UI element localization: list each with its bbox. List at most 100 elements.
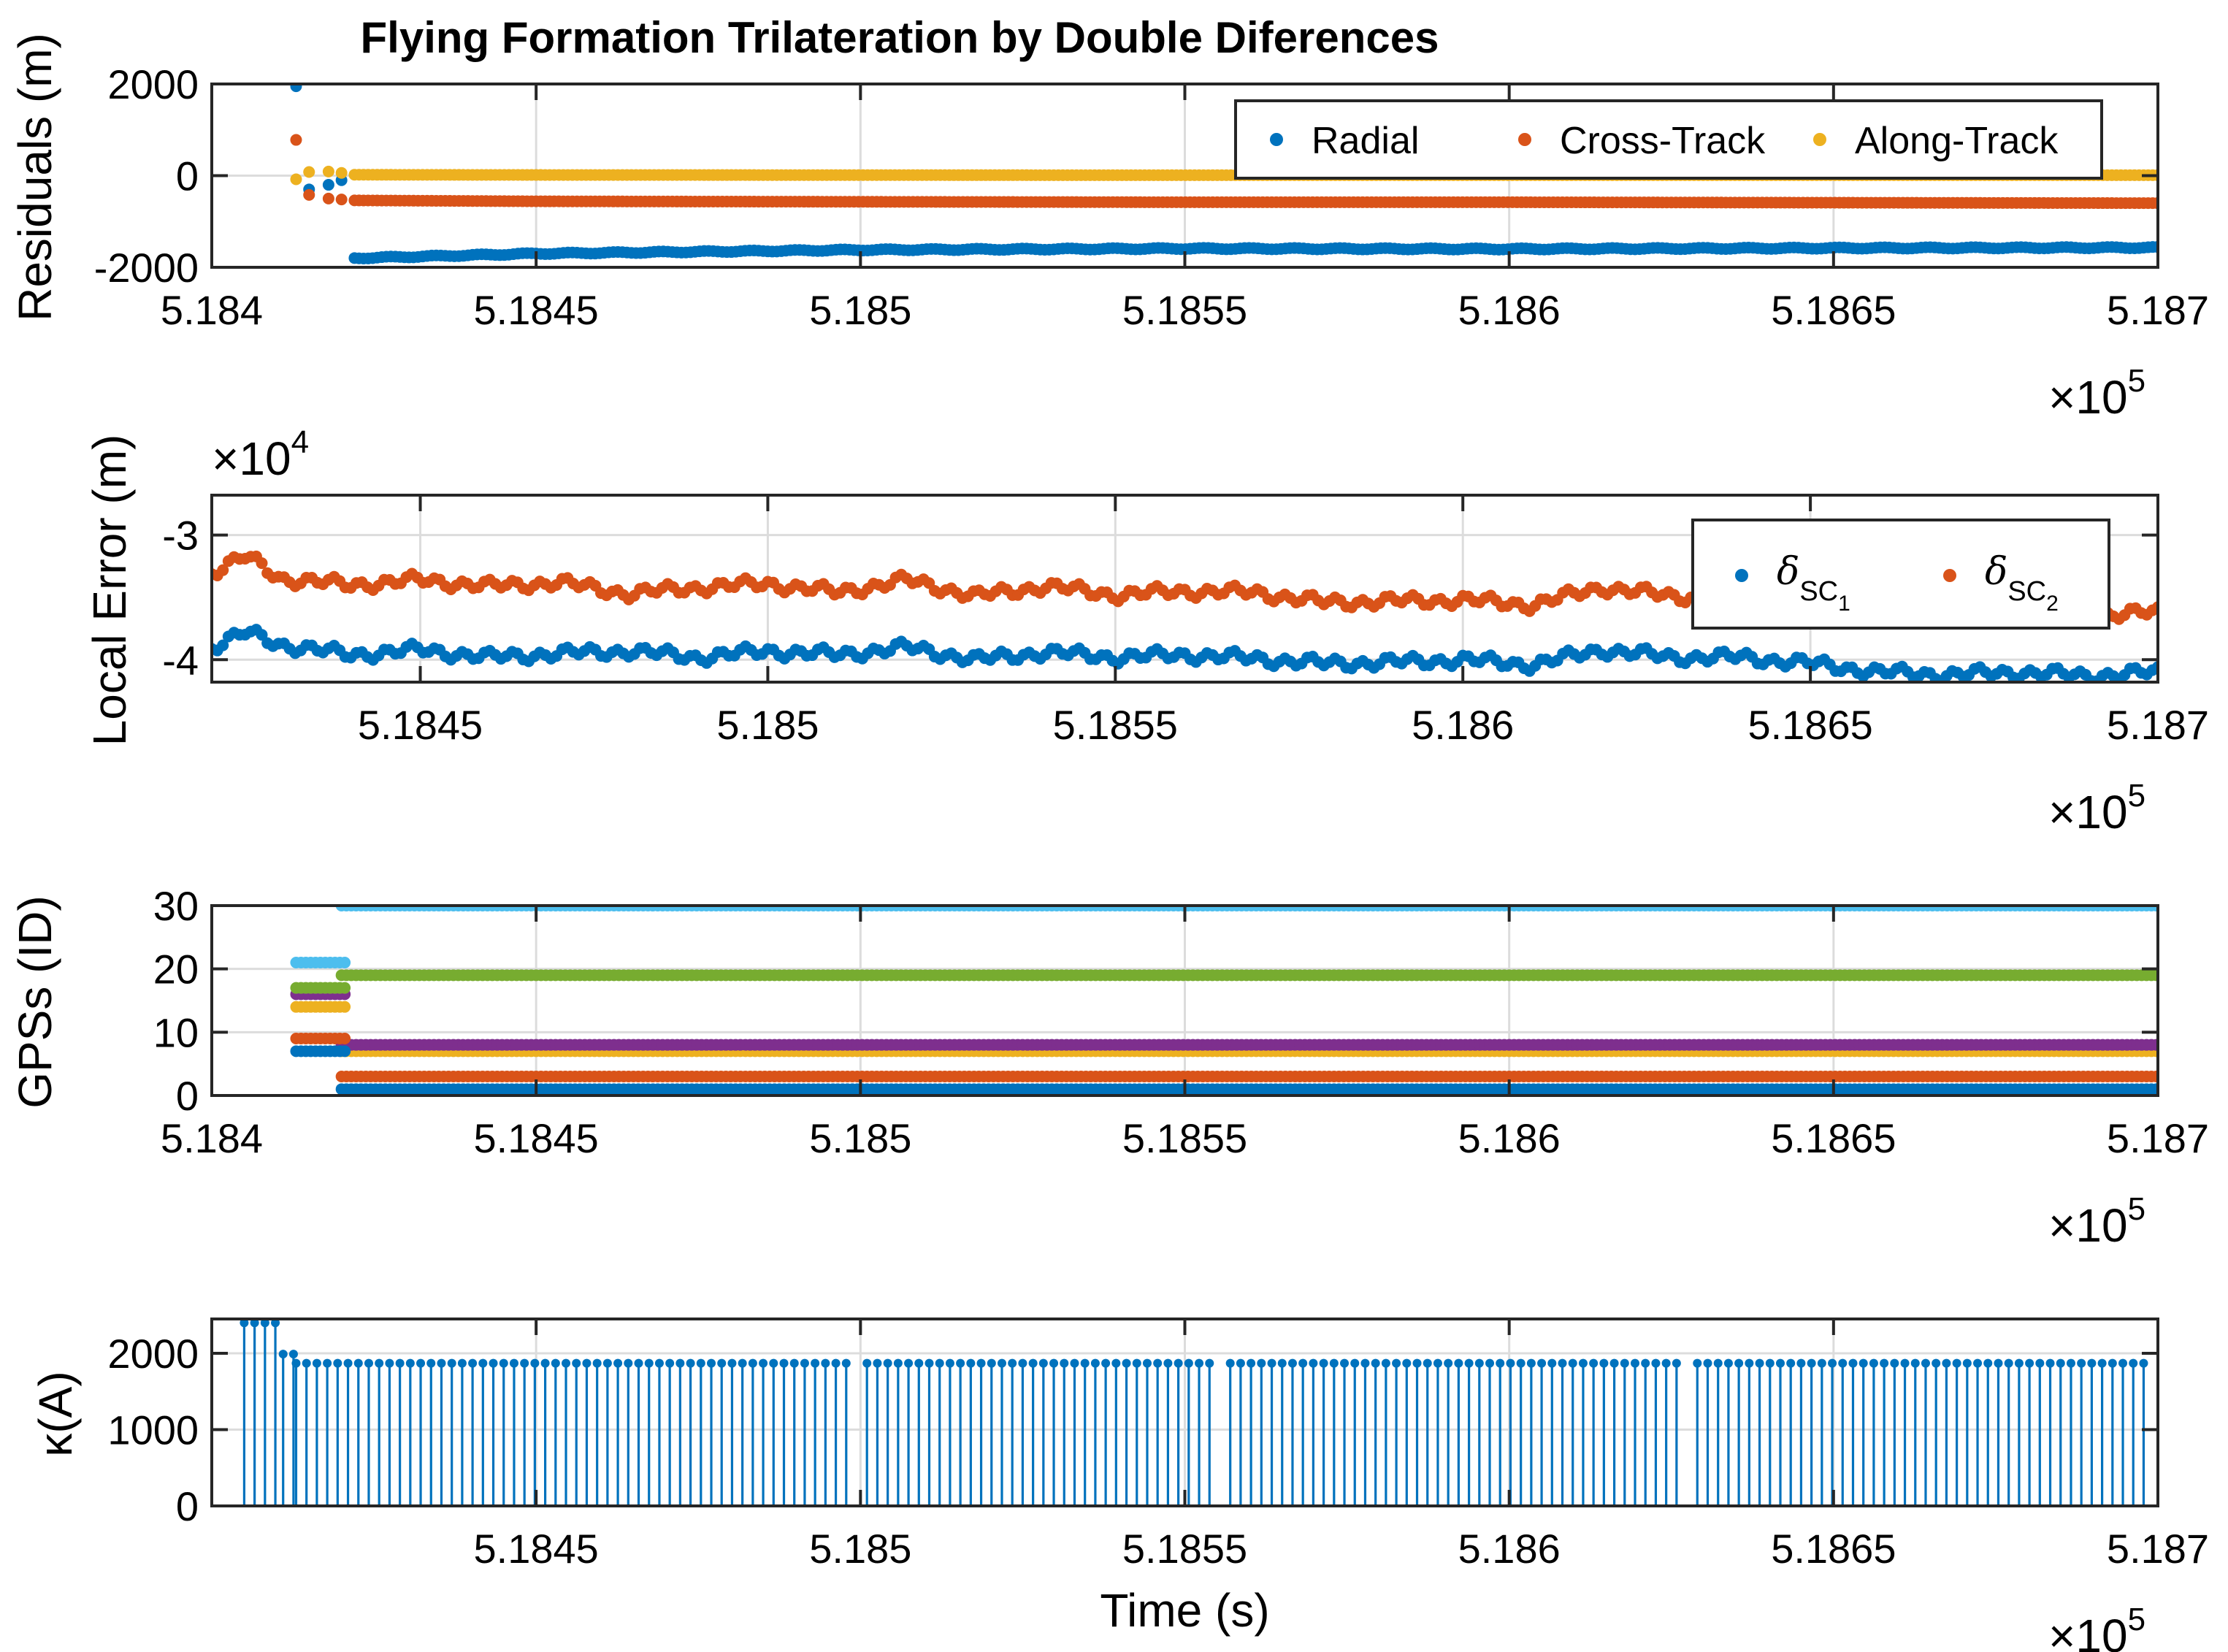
data-layer [240, 1319, 2148, 1506]
x-tick-label: 5.187 [2107, 1115, 2209, 1161]
stem-marker [675, 1358, 685, 1368]
stem-marker [1713, 1358, 1723, 1368]
x-exponent-label: ×105 [2048, 778, 2145, 838]
stem-marker [540, 1358, 550, 1368]
stem-marker [2129, 1358, 2138, 1368]
data-point [339, 1045, 351, 1058]
legend-subscript: SC [2007, 576, 2046, 607]
stem-marker [278, 1350, 288, 1359]
legend-delta: δ [1777, 550, 1799, 594]
legend-marker [1813, 133, 1826, 146]
stem-marker [1921, 1358, 1930, 1368]
x-exponent-power: 5 [2128, 1602, 2145, 1637]
y-tick-label: 10 [153, 1009, 199, 1055]
stem-marker [1277, 1358, 1287, 1368]
legend-marker [1735, 569, 1748, 582]
data-point [303, 188, 315, 201]
stem-marker [987, 1358, 996, 1368]
stem-marker [1651, 1358, 1661, 1368]
stem-marker [769, 1358, 778, 1368]
legend-label: Along-Track [1855, 120, 2059, 162]
stem-marker [1008, 1358, 1017, 1368]
stem-marker [686, 1358, 695, 1368]
series-1 [290, 134, 2158, 210]
stem-marker [1329, 1358, 1339, 1368]
stem-marker [1506, 1358, 1515, 1368]
stem-marker [1910, 1358, 1920, 1368]
stem-marker [1869, 1358, 1878, 1368]
stem-marker [457, 1358, 467, 1368]
stem-marker [1672, 1358, 1681, 1368]
stem-marker [375, 1358, 384, 1368]
stem-marker [1111, 1358, 1121, 1368]
stem-marker [1547, 1358, 1557, 1368]
stem-marker [1142, 1358, 1152, 1368]
series-3 [335, 1039, 2158, 1051]
stem-marker [1807, 1358, 1816, 1368]
legend-marker [1518, 133, 1531, 146]
legend-label: δSC1 [1777, 550, 1850, 616]
series-6 [290, 1045, 351, 1058]
axes-box [210, 494, 2159, 684]
stem-marker [831, 1358, 841, 1368]
stem-marker [291, 1358, 301, 1368]
stem-marker [1838, 1358, 1848, 1368]
data-point [217, 639, 229, 651]
stem-marker [2004, 1358, 2013, 1368]
stem-marker [1423, 1358, 1432, 1368]
stem-marker [562, 1358, 571, 1368]
x-tick-label: 5.1855 [1053, 702, 1178, 748]
legend-subsubscript: 1 [1838, 592, 1850, 616]
data-point [339, 982, 351, 994]
stem-marker [1578, 1358, 1588, 1368]
stem-marker [1257, 1358, 1266, 1368]
stem-marker [1765, 1358, 1775, 1368]
stem-marker [1454, 1358, 1463, 1368]
x-tick-label: 5.186 [1412, 702, 1514, 748]
y-tick-label: 1000 [107, 1407, 199, 1453]
data-point [2151, 197, 2158, 210]
y-tick-label: 0 [176, 1073, 199, 1119]
data-point [290, 173, 302, 186]
stem-marker [520, 1358, 529, 1368]
stem-marker [1381, 1358, 1390, 1368]
stem-marker [707, 1358, 716, 1368]
legend-box [1234, 99, 2103, 180]
stem-marker [997, 1358, 1006, 1368]
x-tick-label: 5.186 [1458, 1115, 1561, 1161]
stem-marker [1952, 1358, 1961, 1368]
stem-marker [1703, 1358, 1712, 1368]
stem-marker [2087, 1358, 2097, 1368]
stem-marker [364, 1358, 373, 1368]
stem-marker [1122, 1358, 1131, 1368]
x-tick-label: 5.1865 [1747, 702, 1872, 748]
stem-marker [1828, 1358, 1837, 1368]
stem-marker [1599, 1358, 1609, 1368]
x-tick-label: 5.185 [809, 287, 911, 333]
x-exponent-label: ×105 [2048, 1602, 2145, 1652]
stem-marker [1101, 1358, 1111, 1368]
y-tick-label: -4 [162, 637, 199, 683]
data-point [335, 167, 348, 179]
stem-marker [312, 1358, 321, 1368]
y-tick-label: 2000 [107, 61, 199, 107]
stem-marker [416, 1358, 426, 1368]
y-tick-label: 30 [153, 883, 199, 929]
stem-marker [1755, 1358, 1764, 1368]
data-point [339, 1033, 351, 1044]
stem-marker [353, 1358, 363, 1368]
stem-marker [976, 1358, 986, 1368]
stem-marker [582, 1358, 592, 1368]
stem-marker [748, 1358, 757, 1368]
data-point [322, 179, 334, 191]
stem-marker [499, 1358, 508, 1368]
legend-subscript: SC [1799, 576, 1838, 607]
x-exponent-base: ×10 [2048, 786, 2128, 838]
stem-marker [1932, 1358, 1941, 1368]
stem-marker [1786, 1358, 1796, 1368]
legend-marker [1270, 133, 1283, 146]
x-exponent-base: ×10 [2048, 371, 2128, 424]
series-0 [212, 624, 2158, 682]
stem-marker [893, 1358, 903, 1368]
